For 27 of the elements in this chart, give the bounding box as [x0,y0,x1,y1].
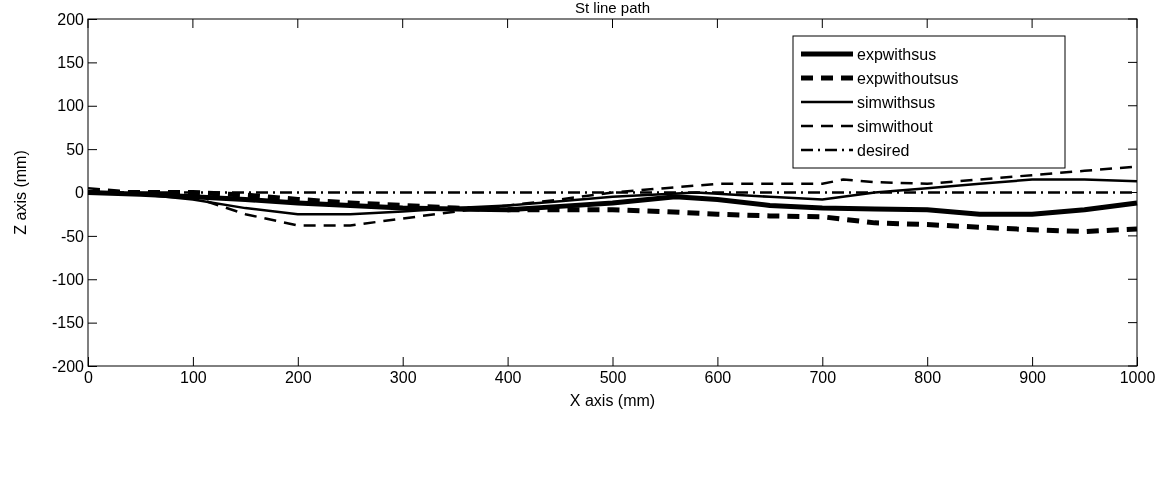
y-tick-label: -200 [51,357,85,375]
x-axis-title: X axis (mm) [569,392,656,409]
x-tick-label: 500 [599,369,627,387]
y-tick-label: -50 [60,227,85,245]
legend-label: simwithsus [857,94,936,111]
y-tick-label: 50 [66,140,85,158]
y-tick-label: 200 [57,10,85,28]
legend-label: expwithsus [857,46,937,63]
x-tick-label: 800 [914,369,942,387]
x-tick-label: 600 [704,369,732,387]
y-tick-label: -100 [51,270,85,288]
chart-title: St line path [574,0,651,16]
y-tick-label: 150 [57,53,85,71]
y-tick-label: 0 [75,184,85,202]
x-tick-label: 100 [180,369,207,387]
legend-label: expwithoutsus [857,70,959,87]
x-tick-label: 200 [284,369,312,387]
y-tick-label: 100 [57,97,85,115]
x-tick-label: 1000 [1119,369,1156,387]
x-tick-label: 900 [1019,369,1047,387]
y-tick-label: -150 [51,314,85,332]
y-axis-title: Z axis (mm) [12,150,29,235]
x-tick-label: 700 [809,369,837,387]
x-tick-label: 400 [494,369,522,387]
legend-label: simwithout [857,118,934,135]
x-tick-label: 300 [389,369,417,387]
legend-label: desired [857,142,910,159]
